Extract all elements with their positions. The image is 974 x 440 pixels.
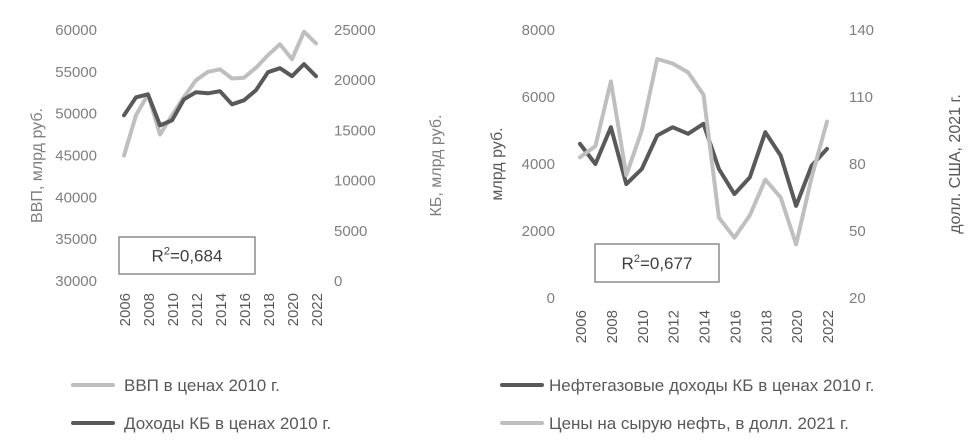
x-tick-label: 2014: [213, 293, 230, 326]
x-tick-label: 2022: [820, 310, 837, 343]
y-right-tick-label: 0: [334, 273, 342, 290]
r2-value: =0,677: [640, 254, 692, 273]
y-right-tick-label: 15000: [334, 122, 376, 139]
y-left-tick-label: 50000: [55, 106, 97, 123]
legend-label-1: Нефтегазовые доходы КБ в ценах 2010 г.: [549, 376, 874, 395]
r2-value: =0,684: [170, 247, 222, 266]
r2-annotation: R2=0,677: [622, 253, 693, 273]
y-right-tick-label: 50: [849, 223, 866, 240]
x-tick-label: 2014: [697, 310, 714, 343]
x-tick-label: 2020: [789, 310, 806, 343]
x-tick-label: 2012: [666, 310, 683, 343]
y-left-tick-label: 60000: [55, 22, 97, 39]
series-line-1: [578, 121, 829, 208]
r2-annotation: R2=0,684: [152, 246, 223, 266]
x-tick-label: 2010: [165, 293, 182, 326]
x-tick-label: 2006: [117, 293, 134, 326]
y-left-tick-label: 0: [547, 290, 555, 307]
y-left-tick-label: 30000: [55, 273, 97, 290]
y-right-tick-label: 5000: [334, 223, 367, 240]
r2-superscript: 2: [634, 253, 640, 265]
y-right-axis-title: долл. США, 2021 г.: [947, 94, 964, 234]
x-tick-label: 2016: [727, 310, 744, 343]
y-left-tick-label: 45000: [55, 148, 97, 165]
chart-oil-revenue-svg: 0 2000 4000 6000 8000 20 50 80 110 140 млрд руб. до…: [489, 22, 964, 433]
y-right-tick-label: 25000: [334, 22, 376, 39]
x-tick-label: 2006: [573, 310, 590, 343]
y-right-tick-label: 20: [849, 290, 866, 307]
r2-base: R: [152, 247, 164, 266]
x-tick-label: 2008: [604, 310, 621, 343]
chart-gdp-budget: 30000 35000 40000 45000 50000 55000 60000 0 5000…: [29, 22, 445, 433]
y-right-tick-label: 110: [849, 89, 873, 106]
y-left-axis-title: млрд руб.: [489, 127, 506, 200]
y-left-tick-label: 40000: [55, 189, 97, 206]
chart-gdp-budget-svg: 30000 35000 40000 45000 50000 55000 60000 0 5000…: [29, 22, 445, 433]
y-left-tick-label: 2000: [522, 223, 555, 240]
y-right-tick-label: 80: [849, 156, 866, 173]
chart-oil-revenue: 0 2000 4000 6000 8000 20 50 80 110 140 млрд руб. до…: [487, 0, 974, 440]
r2-base: R: [622, 254, 634, 273]
r2-annotation-box: [118, 236, 256, 275]
legend-label-1: ВВП в ценах 2010 г.: [124, 376, 280, 395]
r2-superscript: 2: [164, 246, 170, 258]
y-right-tick-label: 140: [849, 22, 874, 39]
series-line-1: [122, 29, 318, 158]
y-left-tick-label: 55000: [55, 64, 97, 81]
x-tick-label: 2012: [189, 293, 206, 326]
x-tick-label: 2018: [758, 310, 775, 343]
y-left-tick-label: 6000: [522, 89, 555, 106]
y-left-tick-label: 4000: [522, 156, 555, 173]
y-left-tick-label: 8000: [522, 22, 555, 39]
y-left-axis-title: ВВП, млрд руб.: [29, 108, 46, 223]
y-right-tick-label: 20000: [334, 72, 376, 89]
x-tick-label: 2008: [141, 293, 158, 326]
series-line-2: [122, 62, 318, 128]
x-tick-label: 2016: [237, 293, 254, 326]
legend-label-2: Цены на сырую нефть, в долл. 2021 г.: [549, 414, 849, 433]
legend-label-2: Доходы КБ в ценах 2010 г.: [124, 414, 331, 433]
series-line-2: [578, 57, 829, 247]
y-left-tick-label: 35000: [55, 231, 97, 248]
x-tick-label: 2020: [285, 293, 302, 326]
y-right-tick-label: 10000: [334, 173, 376, 190]
x-tick-label: 2022: [309, 293, 326, 326]
y-right-axis-title: КБ, млрд руб.: [428, 115, 445, 217]
x-tick-label: 2010: [635, 310, 652, 343]
r2-annotation-box: [594, 243, 720, 283]
x-tick-label: 2018: [261, 293, 278, 326]
